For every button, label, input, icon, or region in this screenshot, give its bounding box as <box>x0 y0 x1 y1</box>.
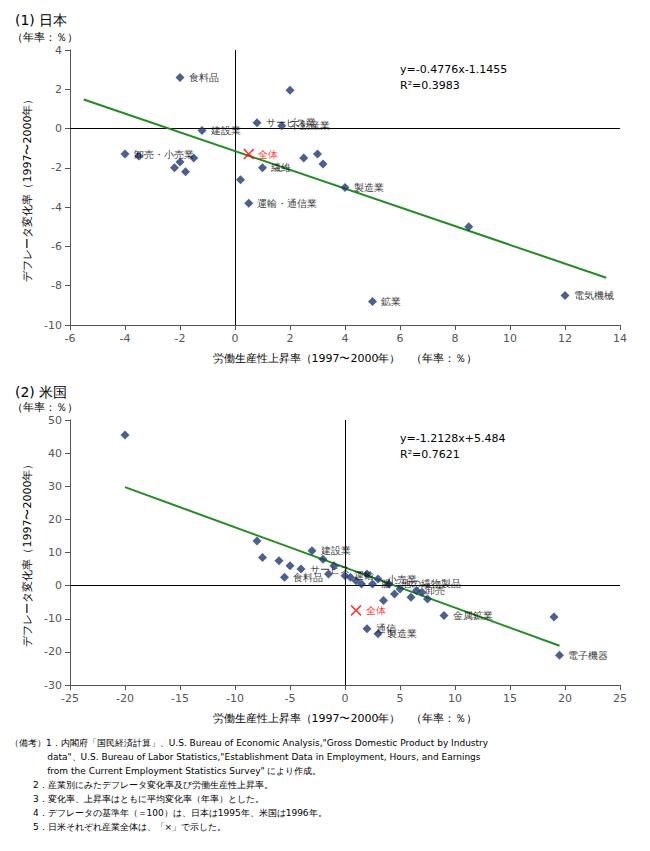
svg-text:労働生産性上昇率（1997〜2000年） （年率：％）: 労働生産性上昇率（1997〜2000年） （年率：％） <box>213 712 478 725</box>
svg-text:15: 15 <box>503 692 517 705</box>
svg-text:デフレータ変化率（1997〜2000年）: デフレータ変化率（1997〜2000年） <box>21 94 34 282</box>
svg-text:3．変化率、上昇率はともに平均変化率（年率）とした。: 3．変化率、上昇率はともに平均変化率（年率）とした。 <box>10 794 264 804</box>
svg-text:5．日米それぞれ産業全体は、「×」で示した。: 5．日米それぞれ産業全体は、「×」で示した。 <box>10 822 226 832</box>
svg-text:R²=0.7621: R²=0.7621 <box>400 448 460 461</box>
svg-text:建設業: 建設業 <box>320 545 351 556</box>
svg-text:20: 20 <box>558 692 572 705</box>
svg-text:data"、U.S. Bureau of Labor Sta: data"、U.S. Bureau of Labor Statistics,"E… <box>10 752 481 762</box>
svg-text:-2: -2 <box>51 161 62 174</box>
svg-text:12: 12 <box>558 332 572 345</box>
svg-text:2．産業別にみたデフレータ変化率及び労働生産性上昇率。: 2．産業別にみたデフレータ変化率及び労働生産性上昇率。 <box>10 780 273 790</box>
svg-text:-15: -15 <box>171 692 189 705</box>
svg-text:from the Current Employment St: from the Current Employment Statistics S… <box>10 766 322 776</box>
svg-text:小売業: 小売業 <box>387 574 417 585</box>
svg-text:5: 5 <box>397 692 404 705</box>
svg-text:4．デフレータの基準年（＝100）は、日本は1995年、米国: 4．デフレータの基準年（＝100）は、日本は1995年、米国は1996年。 <box>10 808 327 818</box>
svg-text:-30: -30 <box>44 679 62 692</box>
svg-text:デフレータ変化率（1997〜2000年）: デフレータ変化率（1997〜2000年） <box>21 459 34 647</box>
svg-text:-6: -6 <box>65 332 76 345</box>
svg-text:全体: 全体 <box>258 149 278 160</box>
svg-text:50: 50 <box>48 414 62 427</box>
svg-text:-10: -10 <box>44 612 62 625</box>
svg-text:y=-1.2128x+5.484: y=-1.2128x+5.484 <box>400 432 505 445</box>
svg-text:サービス: サービス <box>310 564 350 575</box>
svg-text:運輸・通信業: 運輸・通信業 <box>257 198 317 209</box>
svg-text:20: 20 <box>48 513 62 526</box>
svg-text:0: 0 <box>232 332 239 345</box>
svg-text:6: 6 <box>397 332 404 345</box>
svg-text:卸売: 卸売 <box>425 585 445 596</box>
svg-text:不動産業: 不動産業 <box>290 120 330 131</box>
svg-text:製造業: 製造業 <box>387 628 417 639</box>
svg-text:2: 2 <box>287 332 294 345</box>
svg-text:（年率：％）: （年率：％） <box>12 31 78 44</box>
svg-text:-20: -20 <box>116 692 134 705</box>
svg-text:10: 10 <box>48 546 62 559</box>
svg-text:-4: -4 <box>120 332 131 345</box>
svg-text:（備考）1．内閣府「国民経済計算」、U.S. Bureau: （備考）1．内閣府「国民経済計算」、U.S. Bureau of Economi… <box>10 738 489 748</box>
svg-text:0: 0 <box>55 122 62 135</box>
svg-text:-6: -6 <box>51 240 62 253</box>
svg-text:8: 8 <box>452 332 459 345</box>
svg-text:-20: -20 <box>44 645 62 658</box>
svg-text:2: 2 <box>55 83 62 96</box>
svg-text:R²=0.3983: R²=0.3983 <box>400 79 460 92</box>
svg-text:-10: -10 <box>44 319 62 332</box>
svg-text:-8: -8 <box>51 279 62 292</box>
svg-text:-2: -2 <box>175 332 186 345</box>
svg-text:10: 10 <box>448 692 462 705</box>
svg-text:-25: -25 <box>61 692 79 705</box>
svg-text:0: 0 <box>55 579 62 592</box>
svg-text:電気機械: 電気機械 <box>574 290 614 301</box>
svg-text:-5: -5 <box>285 692 296 705</box>
svg-text:繊維: 繊維 <box>270 162 291 173</box>
svg-text:食料品: 食料品 <box>189 72 219 83</box>
svg-text:y=-0.4776x-1.1455: y=-0.4776x-1.1455 <box>400 63 507 76</box>
svg-text:労働生産性上昇率（1997〜2000年） （年率：％）: 労働生産性上昇率（1997〜2000年） （年率：％） <box>213 352 478 365</box>
svg-text:製造業: 製造業 <box>354 182 384 193</box>
svg-text:鉱業: 鉱業 <box>381 296 401 307</box>
svg-text:-4: -4 <box>51 201 62 214</box>
svg-text:食料品: 食料品 <box>293 571 323 583</box>
svg-text:服・他の繊物製品: 服・他の繊物製品 <box>381 578 461 590</box>
svg-text:卸売・小売業: 卸売・小売業 <box>134 149 194 160</box>
svg-text:30: 30 <box>48 480 62 493</box>
svg-text:建設業: 建設業 <box>210 125 241 136</box>
svg-text:14: 14 <box>613 332 627 345</box>
svg-text:4: 4 <box>55 44 62 57</box>
svg-text:電子機器: 電子機器 <box>568 650 608 661</box>
svg-text:全体: 全体 <box>366 605 386 616</box>
svg-text:運輸: 運輸 <box>354 570 374 581</box>
svg-text:（年率：％）: （年率：％） <box>12 401 78 414</box>
svg-text:(2) 米国: (2) 米国 <box>15 384 67 400</box>
svg-text:金属鉱業: 金属鉱業 <box>453 610 493 621</box>
svg-text:(1) 日本: (1) 日本 <box>15 12 67 28</box>
svg-text:0: 0 <box>342 692 349 705</box>
svg-text:通信: 通信 <box>375 623 396 635</box>
svg-text:10: 10 <box>503 332 517 345</box>
svg-text:-10: -10 <box>226 692 244 705</box>
svg-text:25: 25 <box>613 692 627 705</box>
svg-text:4: 4 <box>342 332 349 345</box>
svg-text:40: 40 <box>48 447 62 460</box>
